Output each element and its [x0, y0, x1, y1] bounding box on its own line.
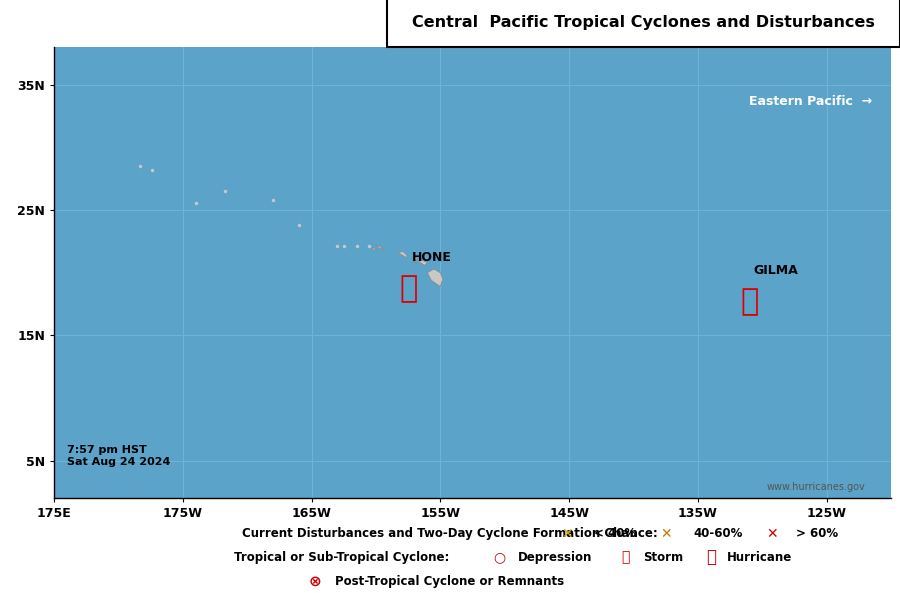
- Polygon shape: [413, 262, 417, 264]
- Text: ✕: ✕: [767, 527, 778, 541]
- Polygon shape: [372, 248, 376, 250]
- Text: Current Disturbances and Two-Day Cyclone Formation Chance:: Current Disturbances and Two-Day Cyclone…: [242, 527, 658, 540]
- Text: www.hurricanes.gov: www.hurricanes.gov: [767, 482, 865, 492]
- Text: ○: ○: [493, 550, 506, 565]
- Text: 7:57 pm HST
Sat Aug 24 2024: 7:57 pm HST Sat Aug 24 2024: [67, 445, 170, 467]
- Text: Central  Pacific Tropical Cyclones and Disturbances: Central Pacific Tropical Cyclones and Di…: [412, 15, 875, 30]
- Text: ✕: ✕: [562, 527, 572, 541]
- Text: GILMA: GILMA: [753, 263, 798, 276]
- Text: > 60%: > 60%: [796, 527, 839, 540]
- Text: 🌀: 🌀: [621, 550, 630, 565]
- Polygon shape: [418, 260, 427, 265]
- Text: HONE: HONE: [412, 251, 452, 264]
- Text: Eastern Pacific  →: Eastern Pacific →: [749, 95, 872, 108]
- Text: 🌀: 🌀: [740, 287, 759, 316]
- Text: Storm: Storm: [644, 551, 684, 564]
- Polygon shape: [410, 258, 419, 260]
- Polygon shape: [376, 246, 385, 250]
- Text: Hurricane: Hurricane: [727, 551, 793, 564]
- Text: 🌀: 🌀: [706, 549, 716, 566]
- Text: 40-60%: 40-60%: [693, 527, 742, 540]
- Text: Post-Tropical Cyclone or Remnants: Post-Tropical Cyclone or Remnants: [336, 575, 564, 588]
- Text: Tropical or Sub-Tropical Cyclone:: Tropical or Sub-Tropical Cyclone:: [234, 551, 450, 564]
- Text: 🌀: 🌀: [399, 275, 418, 304]
- Text: < 40%: < 40%: [594, 527, 636, 540]
- Text: ✕: ✕: [661, 527, 671, 541]
- Polygon shape: [398, 251, 407, 258]
- Polygon shape: [428, 269, 443, 286]
- Text: ⊗: ⊗: [309, 573, 321, 589]
- Text: Depression: Depression: [518, 551, 592, 564]
